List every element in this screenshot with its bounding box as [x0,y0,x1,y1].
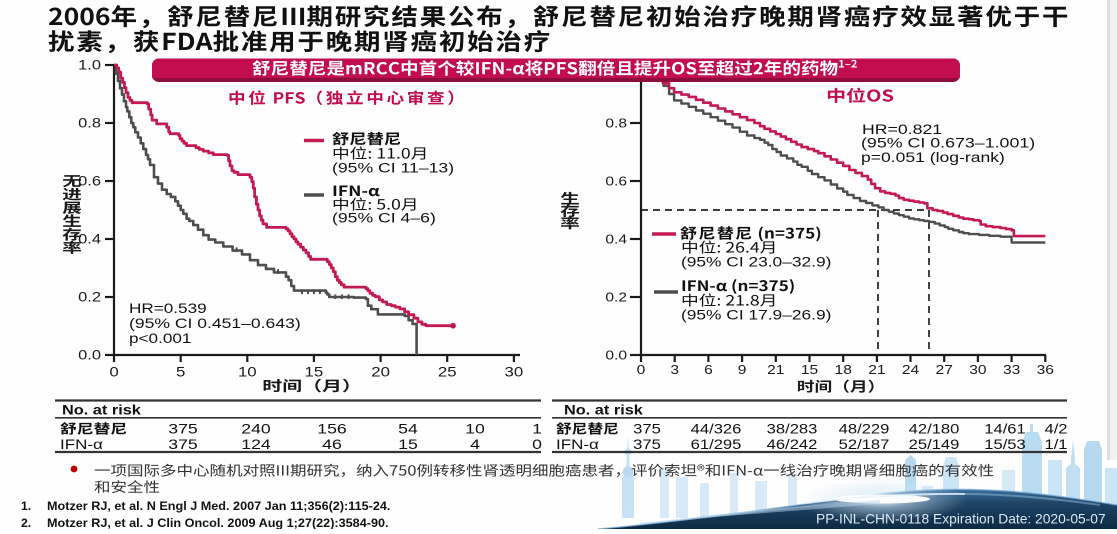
svg-text:375: 375 [168,438,198,453]
svg-text:15/53: 15/53 [984,437,1025,452]
svg-text:15: 15 [305,365,324,380]
svg-text:5: 5 [176,365,185,380]
svg-text:3: 3 [670,363,679,378]
svg-text:IFN-α: IFN-α [60,438,103,453]
svg-text:1.: 1. [21,499,31,513]
svg-text:375: 375 [168,422,198,437]
svg-text:52/187: 52/187 [839,437,890,452]
svg-text:(95% CI 0.451–0.643): (95% CI 0.451–0.643) [129,317,301,332]
svg-text:0.2: 0.2 [605,291,627,306]
svg-text:1/1: 1/1 [1044,437,1067,452]
svg-text:61/295: 61/295 [691,437,742,452]
svg-text:15: 15 [801,363,818,378]
svg-text:38/283: 38/283 [767,422,818,437]
svg-text:No. at risk: No. at risk [564,403,644,418]
svg-text:HR=0.539: HR=0.539 [129,302,207,317]
svg-text:0.4: 0.4 [605,233,627,248]
svg-text:46/242: 46/242 [767,437,818,452]
svg-text:33: 33 [1003,363,1020,378]
svg-text:156: 156 [317,422,347,437]
svg-text:0.6: 0.6 [605,175,627,190]
svg-text:10: 10 [238,365,257,380]
svg-text:0.8: 0.8 [605,117,627,132]
svg-text:9: 9 [738,363,747,378]
svg-text:18: 18 [835,363,852,378]
svg-text:0.4: 0.4 [78,232,101,247]
svg-text:0.2: 0.2 [78,290,101,305]
svg-text:Motzer RJ, et al. N Engl J Med: Motzer RJ, et al. N Engl J Med. 2007 Jan… [47,499,390,512]
svg-text:44/326: 44/326 [691,422,742,437]
svg-text:375: 375 [633,422,661,437]
svg-text:124: 124 [241,438,271,453]
svg-text:54: 54 [398,422,418,437]
svg-text:375: 375 [633,437,661,452]
svg-text:(95% CI 4–6): (95% CI 4–6) [332,211,436,226]
svg-text:21: 21 [767,363,784,378]
svg-text:42/180: 42/180 [909,422,960,437]
svg-text:25/149: 25/149 [909,437,960,452]
svg-text:27: 27 [936,363,953,378]
svg-text:6: 6 [704,363,713,378]
svg-text:0.6: 0.6 [78,174,101,189]
svg-text:4: 4 [470,438,480,453]
svg-text:0.8: 0.8 [78,116,101,131]
svg-text:15: 15 [398,438,418,453]
svg-text:0: 0 [532,438,542,453]
svg-text:24: 24 [902,363,919,378]
svg-text:IFN-α: IFN-α [556,438,599,453]
svg-text:0.0: 0.0 [78,348,101,363]
svg-text:4/2: 4/2 [1044,422,1067,437]
svg-text:30: 30 [505,365,524,380]
svg-text:46: 46 [322,438,342,453]
svg-text:p=0.051 (log-rank): p=0.051 (log-rank) [861,151,1005,166]
svg-text:HR=0.821: HR=0.821 [862,123,942,138]
svg-text:(95% CI 11–13): (95% CI 11–13) [332,161,454,176]
svg-text:30: 30 [969,363,986,378]
svg-text:PP-INL-CHN-0118 Expiration Dat: PP-INL-CHN-0118 Expiration Date: 2020-05… [816,512,1106,527]
svg-text:36: 36 [1037,363,1054,378]
svg-text:25: 25 [438,365,457,380]
svg-text:14/61: 14/61 [984,422,1025,437]
svg-text:0.0: 0.0 [605,349,627,364]
svg-text:20: 20 [371,365,390,380]
svg-text:0: 0 [637,363,646,378]
svg-text:(95% CI 0.673–1.001): (95% CI 0.673–1.001) [861,136,1035,150]
svg-text:(95% CI 23.0–32.9): (95% CI 23.0–32.9) [681,255,831,270]
svg-text:10: 10 [465,422,485,437]
svg-text:(95% CI 17.9–26.9): (95% CI 17.9–26.9) [681,308,831,323]
svg-text:Motzer RJ, et al. J Clin Oncol: Motzer RJ, et al. J Clin Oncol. 2009 Aug… [47,516,389,529]
svg-text:21: 21 [868,363,885,378]
svg-text:1.0: 1.0 [78,58,101,73]
svg-text:No. at risk: No. at risk [62,403,142,418]
svg-text:48/229: 48/229 [839,422,890,437]
svg-text:0: 0 [109,365,118,380]
svg-text:2.: 2. [21,516,31,529]
svg-text:240: 240 [241,422,271,437]
svg-text:1: 1 [532,422,542,437]
svg-text:p<0.001: p<0.001 [129,332,191,347]
